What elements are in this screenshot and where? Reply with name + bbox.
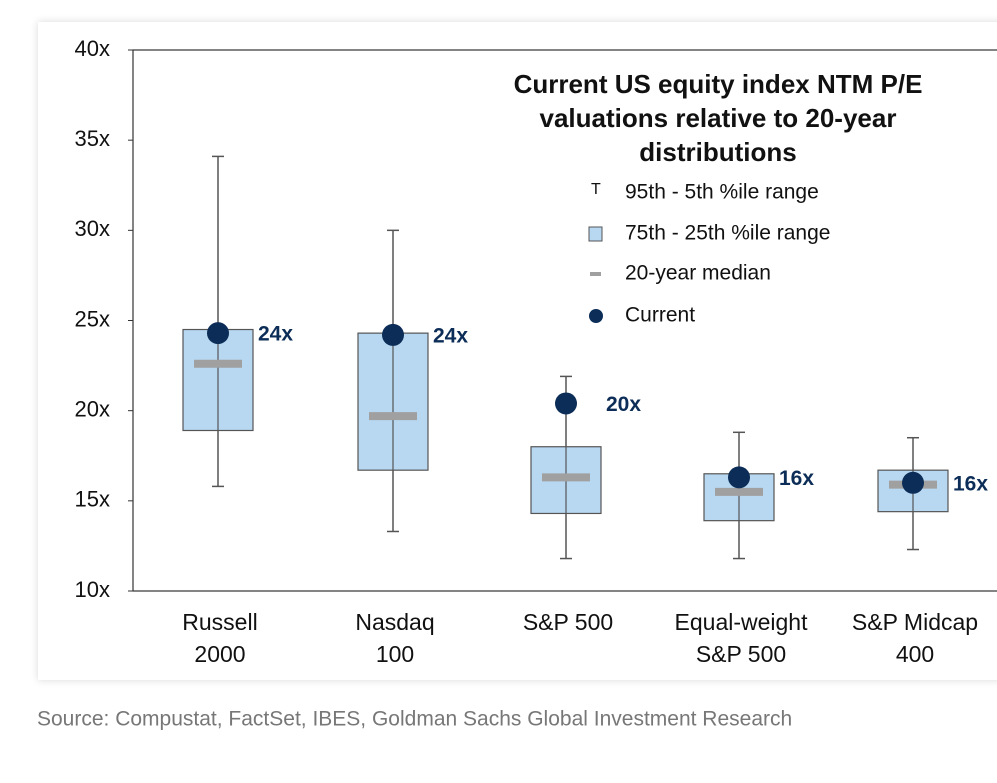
legend-label: 75th - 25th %ile range	[625, 222, 830, 245]
y-tick-label: 10x	[75, 577, 110, 602]
legend-current-icon	[589, 309, 603, 323]
current	[902, 471, 924, 494]
y-tick-label: 25x	[75, 306, 110, 331]
x-tick-label: Equal-weight	[675, 609, 809, 635]
current-label: 20x	[606, 393, 641, 416]
legend-label: Current	[625, 304, 695, 327]
x-tick-label: Nasdaq	[355, 609, 434, 635]
legend-label: 20-year median	[625, 262, 771, 285]
current-label: 24x	[258, 323, 293, 346]
current	[382, 323, 404, 346]
y-tick-label: 15x	[75, 487, 110, 512]
chart-title: Current US equity index NTM P/E	[514, 69, 923, 99]
x-tick-label: S&P Midcap	[852, 609, 978, 635]
x-tick-label: Russell	[182, 609, 257, 635]
y-tick-label: 35x	[75, 126, 110, 151]
legend-label: 95th - 5th %ile range	[625, 181, 819, 204]
current	[207, 322, 229, 345]
legend-box-icon	[588, 226, 603, 242]
x-tick-label: 2000	[194, 641, 245, 667]
current	[728, 466, 750, 489]
current	[555, 392, 577, 415]
current-label: 16x	[953, 472, 988, 495]
current-label: 16x	[779, 467, 814, 490]
source: Source: Compustat, FactSet, IBES, Goldma…	[37, 708, 792, 731]
y-tick-label: 40x	[75, 36, 110, 61]
chart-title: distributions	[639, 137, 796, 167]
x-tick-label: 100	[376, 641, 414, 667]
x-tick-label: S&P 500	[523, 609, 613, 635]
current-label: 24x	[433, 324, 468, 347]
legend-whisker-icon: T	[591, 181, 601, 198]
chart-title: valuations relative to 20-year	[540, 103, 897, 133]
x-tick-label: S&P 500	[696, 641, 786, 667]
y-tick-label: 30x	[75, 216, 110, 241]
y-tick-label: 20x	[75, 396, 110, 421]
x-tick-label: 400	[896, 641, 934, 667]
